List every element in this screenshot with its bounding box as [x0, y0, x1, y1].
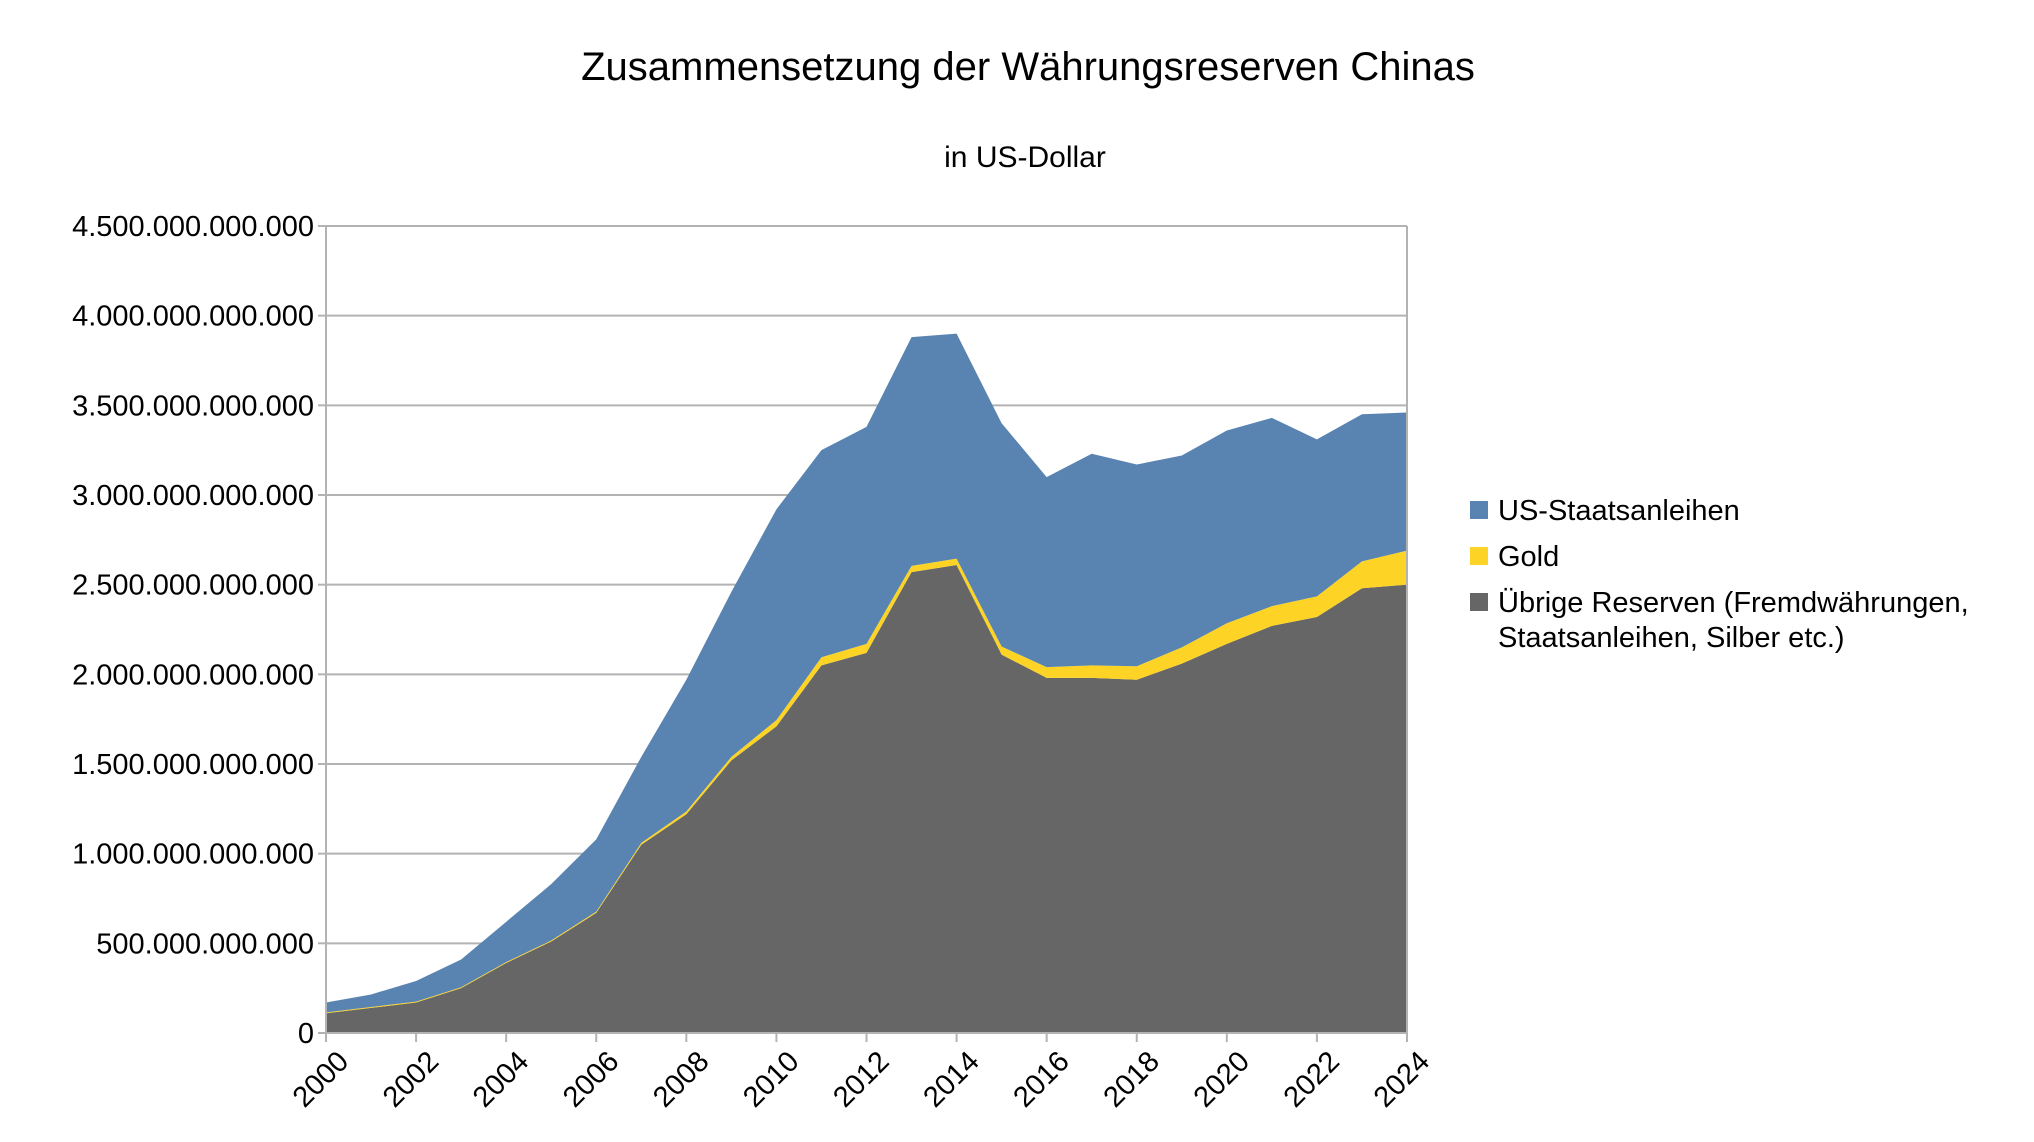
x-tick-label: 2020	[1188, 1045, 1256, 1113]
y-tick-label: 1.000.000.000.000	[72, 839, 314, 871]
legend-swatch	[1470, 593, 1488, 611]
x-tick-label: 2022	[1278, 1045, 1346, 1113]
x-tick-label: 2012	[827, 1045, 895, 1113]
x-tick-label: 2016	[1008, 1045, 1076, 1113]
y-tick-label: 3.000.000.000.000	[72, 480, 314, 512]
area-übrige	[326, 564, 1407, 1033]
legend-swatch	[1470, 547, 1488, 565]
y-axis-ticks: 0 500.000.000.000 1.000.000.000.000 1.500.0…	[72, 211, 326, 1050]
y-tick-label: 500.000.000.000	[96, 928, 314, 960]
x-axis-ticks: 2000 2002 2004 2006 2008 2010 2012 2014 2016 2018…	[287, 1033, 1436, 1114]
x-tick-label: 2008	[647, 1045, 715, 1113]
legend-label: US-Staatsanleihen	[1498, 495, 1740, 527]
legend-label: Übrige Reserven (Fremdwährungen,	[1498, 587, 1969, 619]
x-tick-label: 2006	[557, 1045, 625, 1113]
y-tick-label: 0	[298, 1018, 314, 1050]
x-tick-label: 2018	[1098, 1045, 1166, 1113]
x-tick-label: 2014	[917, 1045, 985, 1113]
area-us-staatsanleihen	[326, 333, 1407, 1013]
y-tick-label: 1.500.000.000.000	[72, 749, 314, 781]
legend-swatch	[1470, 501, 1488, 519]
y-tick-label: 4.000.000.000.000	[72, 301, 314, 333]
legend-label: Gold	[1498, 541, 1559, 573]
areas	[326, 333, 1407, 1033]
chart-title: Zusammensetzung der Währungsreserven Chi…	[581, 45, 1475, 89]
y-tick-label: 2.500.000.000.000	[72, 570, 314, 602]
x-tick-label: 2024	[1368, 1045, 1436, 1113]
y-tick-label: 3.500.000.000.000	[72, 390, 314, 422]
y-tick-label: 2.000.000.000.000	[72, 659, 314, 691]
x-tick-label: 2000	[287, 1045, 355, 1113]
x-tick-label: 2010	[737, 1045, 805, 1113]
legend-label: Staatsanleihen, Silber etc.)	[1498, 622, 1845, 654]
x-tick-label: 2002	[377, 1045, 445, 1113]
legend: US-Staatsanleihen Gold Übrige Reserven (Fr…	[1470, 495, 1969, 654]
x-tick-label: 2004	[467, 1045, 535, 1113]
chart-subtitle: in US-Dollar	[944, 141, 1106, 174]
y-tick-label: 4.500.000.000.000	[72, 211, 314, 243]
